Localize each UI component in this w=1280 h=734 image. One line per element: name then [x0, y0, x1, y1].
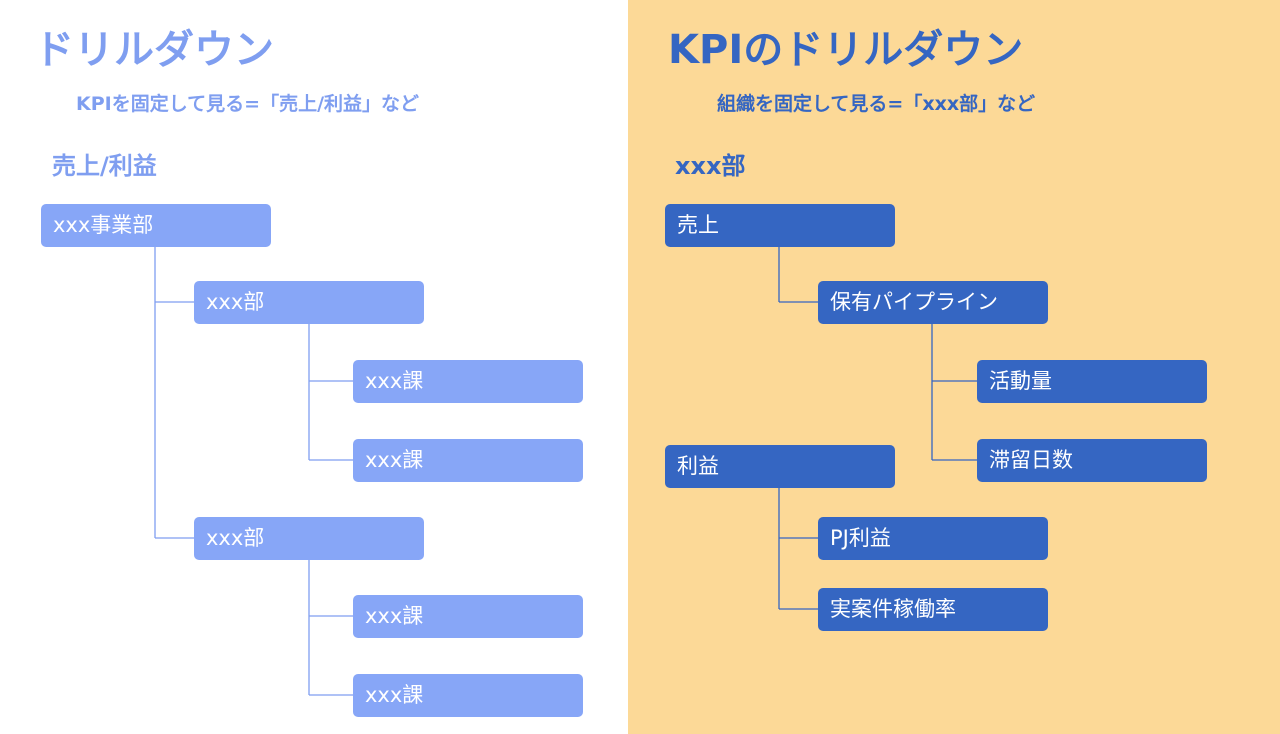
- org-node-department: xxx部: [194, 517, 424, 560]
- org-node-division: xxx事業部: [41, 204, 271, 247]
- org-node-department: xxx部: [194, 281, 424, 324]
- kpi-node-sales: 売上: [665, 204, 895, 247]
- org-node-section: xxx課: [353, 674, 583, 717]
- kpi-node-activity: 活動量: [977, 360, 1207, 403]
- kpi-node-utilization-rate: 実案件稼働率: [818, 588, 1048, 631]
- org-node-section: xxx課: [353, 595, 583, 638]
- right-section-label: xxx部: [675, 152, 746, 180]
- right-subtitle: 組織を固定して見る=「xxx部」など: [717, 93, 1036, 115]
- org-node-section: xxx課: [353, 360, 583, 403]
- left-title: ドリルダウン: [34, 27, 274, 73]
- left-subtitle: KPIを固定して見る=「売上/利益」など: [76, 93, 420, 115]
- kpi-node-pipeline: 保有パイプライン: [818, 281, 1048, 324]
- kpi-node-profit: 利益: [665, 445, 895, 488]
- left-section-label: 売上/利益: [52, 152, 157, 180]
- org-node-section: xxx課: [353, 439, 583, 482]
- right-title: KPIのドリルダウン: [668, 27, 1024, 73]
- kpi-node-stagnation-days: 滞留日数: [977, 439, 1207, 482]
- kpi-node-project-profit: PJ利益: [818, 517, 1048, 560]
